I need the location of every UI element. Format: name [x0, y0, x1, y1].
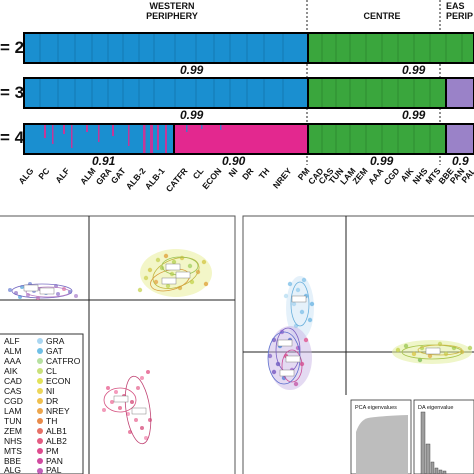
legend-column-1: ALF ALM AAA AIK CAD CAS CGD LAM TUN ZEM …	[4, 336, 23, 474]
pop-label: TH	[257, 166, 272, 181]
legend-item: PM	[46, 446, 59, 456]
cluster-centre-green	[392, 340, 473, 364]
legend-item: ZEM	[4, 426, 22, 436]
legend-item: ALM	[4, 346, 21, 356]
pca-eigenvalues-inset	[350, 399, 412, 474]
pop-label: ALF	[53, 166, 71, 185]
legend-item: AIK	[4, 366, 18, 376]
pop-label: DR	[240, 166, 256, 182]
legend-marker	[37, 408, 43, 414]
k2-label: = 2	[0, 38, 24, 57]
pop-label: NREY	[271, 166, 294, 191]
k4-value-2: 0.90	[222, 154, 246, 168]
k3-barplot	[23, 77, 474, 109]
cluster-centre-lightblue	[283, 276, 315, 340]
k4-value-1: 0.91	[92, 154, 116, 168]
pop-label: ALG	[16, 166, 35, 186]
legend-item: CGD	[4, 396, 23, 406]
legend-marker	[37, 468, 43, 474]
legend-item: ALF	[4, 336, 20, 346]
eastern-region-title-1: EAS	[446, 1, 465, 11]
legend-marker	[37, 378, 43, 384]
cluster-western-yellow	[137, 249, 212, 297]
k2-barplot	[23, 32, 474, 64]
legend-item: ALB2	[46, 436, 67, 446]
western-region-title-2: PERIPHERY	[146, 11, 198, 21]
legend-item: GAT	[46, 346, 63, 356]
legend-item: NHS	[4, 436, 22, 446]
k4-label: = 4	[0, 128, 25, 147]
cluster-western-blue	[8, 282, 78, 300]
legend-item: CL	[46, 366, 57, 376]
k3-centre-value: 0.99	[402, 108, 426, 122]
da-eigenvalue-inset	[413, 399, 474, 474]
legend-item: TH	[46, 416, 57, 426]
legend-item: PAN	[46, 456, 63, 466]
legend-item: PAL	[46, 465, 62, 474]
eastern-region-title-2: PERIP	[446, 11, 473, 21]
pca-eigenvalues-title: PCA eigenvalues	[355, 405, 397, 411]
k4-value-3: 0.99	[370, 154, 394, 168]
legend-column-2: GRA GAT CATFRO CL ECON NI DR NREY TH ALB…	[37, 336, 81, 474]
pop-label: PC	[36, 166, 51, 181]
legend-item: DR	[46, 396, 58, 406]
legend-item: AAA	[4, 356, 21, 366]
pop-label: CL	[191, 166, 206, 181]
cluster-centre-purple	[267, 326, 312, 390]
population-labels: ALG PC ALF ALM GRA GAT ALB-2 ALB-1 CATFR…	[16, 165, 474, 194]
k4-barplot	[23, 123, 474, 155]
legend-item: ALG	[4, 465, 21, 474]
pop-label: AAA	[366, 166, 386, 187]
pop-label: ALB-2	[124, 166, 148, 192]
legend-marker	[37, 398, 43, 404]
legend-marker	[37, 448, 43, 454]
western-region-title-1: WESTERN	[150, 1, 195, 11]
left-dapc-panel	[0, 215, 236, 474]
legend-item: ALB1	[46, 426, 67, 436]
k3-western-value: 0.99	[180, 108, 204, 122]
legend-marker	[37, 428, 43, 434]
legend-marker	[37, 388, 43, 394]
legend-marker	[37, 368, 43, 374]
legend-marker	[37, 358, 43, 364]
pop-label: CATFR	[164, 166, 190, 194]
legend-item: MTS	[4, 446, 22, 456]
centre-region-title: CENTRE	[363, 11, 400, 21]
legend-item: NREY	[46, 406, 70, 416]
right-dapc-panel: PCA eigenvalues DA eigenvalue	[242, 215, 474, 474]
legend-marker	[37, 438, 43, 444]
k2-centre-value: 0.99	[402, 63, 426, 77]
legend-item: NI	[46, 386, 55, 396]
legend-item: CAS	[4, 386, 22, 396]
legend-item: ECON	[46, 376, 71, 386]
legend-item: LAM	[4, 406, 21, 416]
legend-marker	[37, 458, 43, 464]
legend-item: BBE	[4, 456, 21, 466]
legend-item: CATFRO	[46, 356, 81, 366]
cluster-western-pink	[102, 370, 152, 445]
legend-marker	[37, 338, 43, 344]
pop-label: ALM	[78, 166, 98, 187]
pop-label: ECON	[200, 166, 223, 191]
legend-item: CAD	[4, 376, 22, 386]
k4-value-4: 0.9	[452, 154, 469, 168]
legend-item: TUN	[4, 416, 21, 426]
legend-marker	[37, 418, 43, 424]
da-eigenvalue-title: DA eigenvalue	[418, 405, 453, 411]
legend-item: GRA	[46, 336, 65, 346]
k3-label: = 3	[0, 83, 24, 102]
legend-marker	[37, 348, 43, 354]
k2-western-value: 0.99	[180, 63, 204, 77]
